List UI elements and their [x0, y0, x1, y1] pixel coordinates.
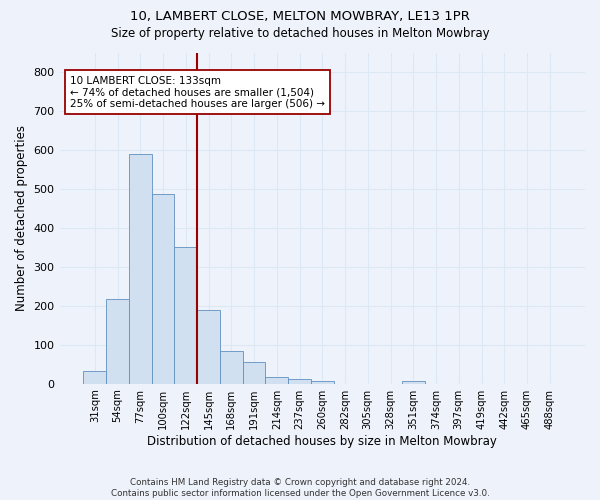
Bar	[129, 154, 152, 384]
Bar	[175, 248, 197, 384]
Bar	[311, 381, 334, 384]
Bar	[242, 362, 265, 384]
Bar	[265, 376, 288, 384]
Y-axis label: Number of detached properties: Number of detached properties	[15, 125, 28, 311]
Bar	[402, 381, 425, 384]
Bar	[197, 310, 220, 384]
Text: Size of property relative to detached houses in Melton Mowbray: Size of property relative to detached ho…	[110, 28, 490, 40]
Bar	[83, 371, 106, 384]
Bar	[152, 194, 175, 384]
Bar	[288, 378, 311, 384]
X-axis label: Distribution of detached houses by size in Melton Mowbray: Distribution of detached houses by size …	[148, 434, 497, 448]
Bar	[220, 351, 242, 384]
Bar	[106, 299, 129, 384]
Text: 10, LAMBERT CLOSE, MELTON MOWBRAY, LE13 1PR: 10, LAMBERT CLOSE, MELTON MOWBRAY, LE13 …	[130, 10, 470, 23]
Text: 10 LAMBERT CLOSE: 133sqm
← 74% of detached houses are smaller (1,504)
25% of sem: 10 LAMBERT CLOSE: 133sqm ← 74% of detach…	[70, 76, 325, 109]
Text: Contains HM Land Registry data © Crown copyright and database right 2024.
Contai: Contains HM Land Registry data © Crown c…	[110, 478, 490, 498]
